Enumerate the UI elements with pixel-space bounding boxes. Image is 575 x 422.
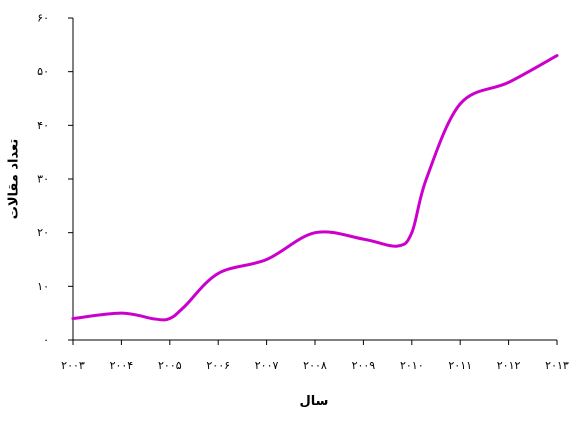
y-axis-title: تعداد مقالات xyxy=(7,139,22,219)
y-tick-label: ۴۰ xyxy=(37,119,49,132)
y-tick-label: ۱۰ xyxy=(37,280,49,293)
x-tick-label: ۲۰۰۶ xyxy=(206,359,230,372)
x-tick-label: ۲۰۰۴ xyxy=(110,359,134,372)
x-tick-label: ۲۰۰۳ xyxy=(61,359,85,372)
y-tick-label: ۶۰ xyxy=(37,12,49,25)
y-tick-label: ۳۰ xyxy=(37,173,49,186)
x-tick-label: ۲۰۰۸ xyxy=(303,359,327,372)
x-tick-label: ۲۰۱۳ xyxy=(545,359,569,372)
x-tick-label: ۲۰۱۲ xyxy=(497,359,521,372)
y-tick-label: ۵۰ xyxy=(37,65,49,78)
x-tick-label: ۲۰۰۹ xyxy=(352,359,376,372)
x-tick-label: ۲۰۰۷ xyxy=(255,359,279,372)
y-tick-label: ۲۰ xyxy=(37,226,49,239)
x-tick-label: ۲۰۱۱ xyxy=(448,359,472,372)
x-axis-title: سال xyxy=(300,394,329,409)
y-tick-label: ۰ xyxy=(43,334,49,347)
tick-labels: ۰ ۱۰ ۲۰ ۳۰ ۴۰ ۵۰ ۶۰ ۲۰۰۳ ۲۰۰۴ ۲۰۰۵ ۲۰۰۶ ۲۰۰۷ ۲۰۰۸ ۲۰۰… xyxy=(37,12,569,373)
series-line xyxy=(71,54,559,322)
x-tick-label: ۲۰۰۵ xyxy=(158,359,182,372)
axes xyxy=(72,18,557,341)
series-layer xyxy=(71,54,559,322)
tick-marks xyxy=(68,17,558,345)
x-tick-label: ۲۰۱۰ xyxy=(400,359,424,372)
